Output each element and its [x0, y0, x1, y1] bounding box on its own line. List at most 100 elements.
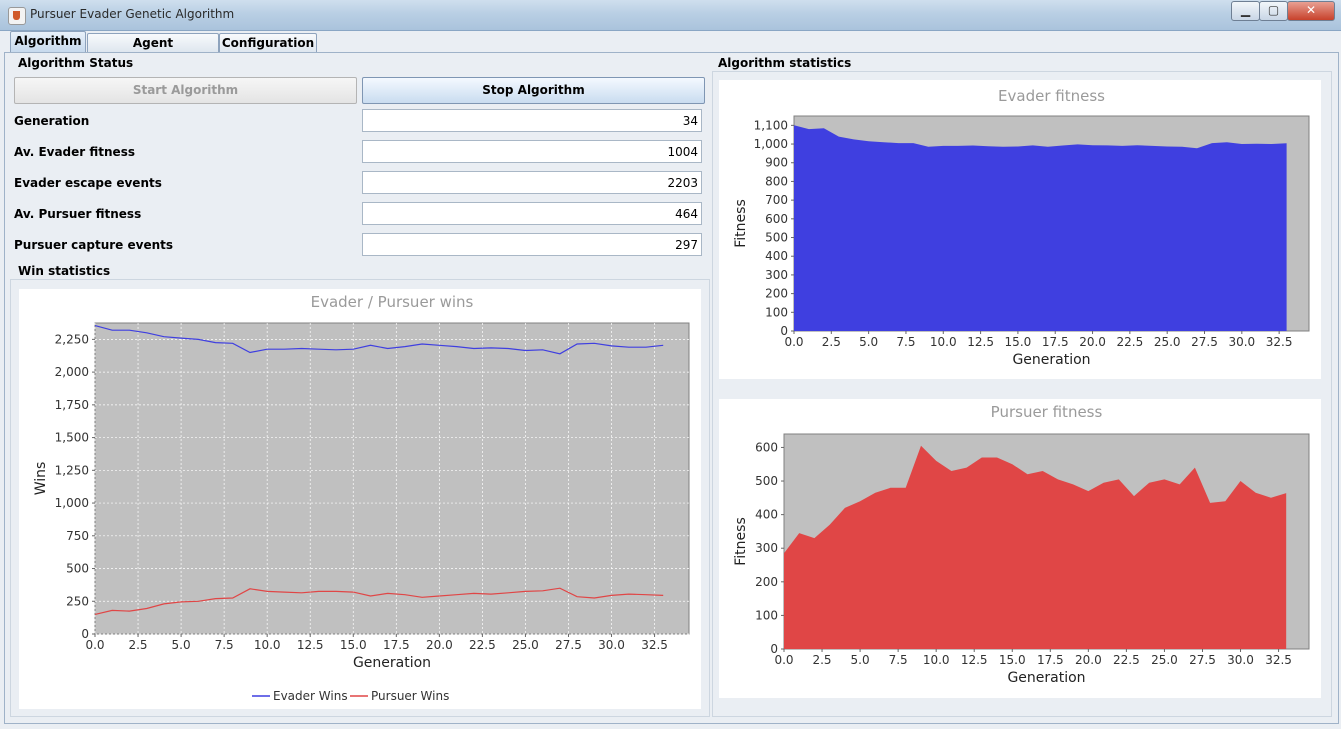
- minimize-button[interactable]: ▁: [1231, 1, 1260, 21]
- evader-fitness-field: 1004: [362, 140, 702, 163]
- pursuer-fitness-chart: Pursuer fitness 0.0 2.5 5.0 7.5 10.0 12.5 15.0 1…: [733, 403, 1310, 686]
- x-tick-label: 0.0: [774, 653, 793, 667]
- x-tick-label: 20.0: [1079, 335, 1106, 349]
- win-statistics-chart: Evader / Pursuer wins 0.0 2.5 5.0 7.5 10.0 12.…: [33, 293, 690, 703]
- x-tick-label: 30.0: [1228, 335, 1255, 349]
- java-app-icon: [8, 7, 26, 25]
- y-tick-label: 1,250: [55, 463, 89, 477]
- line-series-pursuer: [94, 587, 664, 615]
- x-tick-label: 20.0: [1075, 653, 1102, 667]
- y-tick-label: 200: [765, 287, 788, 301]
- x-tick-label: 25.0: [1151, 653, 1178, 667]
- x-tick-label: 2.5: [812, 653, 831, 667]
- y-tick-label: 250: [66, 594, 89, 608]
- pursuer-fitness-field: 464: [362, 202, 702, 225]
- x-tick-label: 17.5: [1037, 653, 1064, 667]
- x-tick-label: 0.0: [784, 335, 803, 349]
- y-tick-label: 2,000: [55, 365, 89, 379]
- pursuer-capture-label: Pursuer capture events: [14, 238, 174, 252]
- x-tick-label: 32.5: [641, 638, 668, 652]
- x-tick-label: 15.0: [1005, 335, 1032, 349]
- legend-label-pursuer: Pursuer Wins: [371, 689, 449, 703]
- x-tick-label: 2.5: [822, 335, 841, 349]
- pursuer-fitness-chart-panel: Pursuer fitness 0.0 2.5 5.0 7.5 10.0 12.5 15.0 1…: [719, 399, 1321, 698]
- algorithm-statistics-title: Algorithm statistics: [718, 56, 852, 70]
- generation-label: Generation: [14, 114, 90, 128]
- y-tick-label: 900: [765, 156, 788, 170]
- x-tick-label: 27.5: [1189, 653, 1216, 667]
- x-tick-label: 5.0: [859, 335, 878, 349]
- y-tick-label: 1,000: [55, 496, 89, 510]
- y-tick-label: 2,250: [55, 332, 89, 346]
- x-tick-label: 17.5: [1042, 335, 1069, 349]
- y-tick-label: 1,750: [55, 398, 89, 412]
- y-tick-label: 800: [765, 174, 788, 188]
- maximize-button[interactable]: ▢: [1259, 1, 1288, 21]
- win-statistics-title: Win statistics: [18, 264, 111, 278]
- x-tick-label: 5.0: [851, 653, 870, 667]
- stop-algorithm-button[interactable]: Stop Algorithm: [362, 77, 705, 104]
- x-tick-label: 12.5: [297, 638, 324, 652]
- plot-area: [94, 322, 690, 635]
- y-tick-label: 200: [755, 575, 778, 589]
- y-tick-label: 300: [765, 268, 788, 282]
- y-tick-label: 1,500: [55, 431, 89, 445]
- x-tick-label: 25.0: [1154, 335, 1181, 349]
- algorithm-statistics-group: [712, 71, 1332, 717]
- chart-title: Evader / Pursuer wins: [311, 293, 474, 311]
- x-tick-label: 12.5: [961, 653, 988, 667]
- area-series: [794, 125, 1287, 331]
- y-axis-label: Fitness: [733, 517, 749, 566]
- y-tick-label: 400: [755, 508, 778, 522]
- y-tick-label: 400: [765, 249, 788, 263]
- tab-algorithm[interactable]: Algorithm: [10, 31, 86, 53]
- y-tick-label: 0: [770, 642, 778, 656]
- start-algorithm-button[interactable]: Start Algorithm: [14, 77, 357, 104]
- algorithm-status-title: Algorithm Status: [18, 56, 134, 70]
- evader-fitness-label: Av. Evader fitness: [14, 145, 135, 159]
- y-tick-label: 500: [765, 231, 788, 245]
- y-tick-label: 750: [66, 529, 89, 543]
- x-tick-label: 32.5: [1266, 335, 1293, 349]
- x-tick-label: 25.0: [512, 638, 539, 652]
- area-series: [784, 445, 1287, 649]
- x-tick-label: 27.5: [555, 638, 582, 652]
- y-tick-label: 700: [765, 193, 788, 207]
- pursuer-capture-field: 297: [362, 233, 702, 256]
- x-tick-label: 7.5: [215, 638, 234, 652]
- y-tick-label: 1,100: [754, 118, 788, 132]
- win-statistics-group: [10, 279, 710, 717]
- x-tick-label: 30.0: [598, 638, 625, 652]
- chart-title: Evader fitness: [998, 87, 1105, 105]
- y-tick-label: 300: [755, 541, 778, 555]
- chart-title: Pursuer fitness: [991, 403, 1103, 421]
- x-tick-label: 5.0: [172, 638, 191, 652]
- window-titlebar: Pursuer Evader Genetic Algorithm ▁ ▢ ✕: [0, 0, 1341, 31]
- x-tick-label: 27.5: [1191, 335, 1218, 349]
- x-tick-label: 15.0: [340, 638, 367, 652]
- x-tick-label: 22.5: [1117, 335, 1144, 349]
- x-tick-label: 22.5: [469, 638, 496, 652]
- x-tick-label: 2.5: [128, 638, 147, 652]
- tab-configuration[interactable]: Configuration: [219, 33, 317, 53]
- x-tick-label: 10.0: [254, 638, 281, 652]
- y-tick-label: 100: [765, 305, 788, 319]
- win-chart-panel: Evader / Pursuer wins 0.0 2.5 5.0 7.5 10.0 12.…: [19, 289, 701, 709]
- legend-label-evader: Evader Wins: [273, 689, 348, 703]
- x-tick-label: 0.0: [85, 638, 104, 652]
- x-tick-label: 7.5: [896, 335, 915, 349]
- y-tick-label: 1,000: [754, 137, 788, 151]
- pursuer-fitness-label: Av. Pursuer fitness: [14, 207, 142, 221]
- evader-escape-field: 2203: [362, 171, 702, 194]
- x-tick-label: 7.5: [889, 653, 908, 667]
- close-button[interactable]: ✕: [1287, 1, 1335, 21]
- x-tick-label: 10.0: [923, 653, 950, 667]
- y-tick-label: 0: [780, 324, 788, 338]
- generation-field: 34: [362, 109, 702, 132]
- tab-agent-competitions[interactable]: Agent Competitions: [87, 33, 219, 68]
- line-series-evader: [94, 325, 664, 355]
- y-tick-label: 500: [755, 474, 778, 488]
- evader-fitness-chart-panel: Evader fitness 0.0 2.5 5.0 7.5 10.0 12.5 15.0 17…: [719, 80, 1321, 379]
- x-tick-label: 22.5: [1113, 653, 1140, 667]
- x-tick-label: 32.5: [1265, 653, 1292, 667]
